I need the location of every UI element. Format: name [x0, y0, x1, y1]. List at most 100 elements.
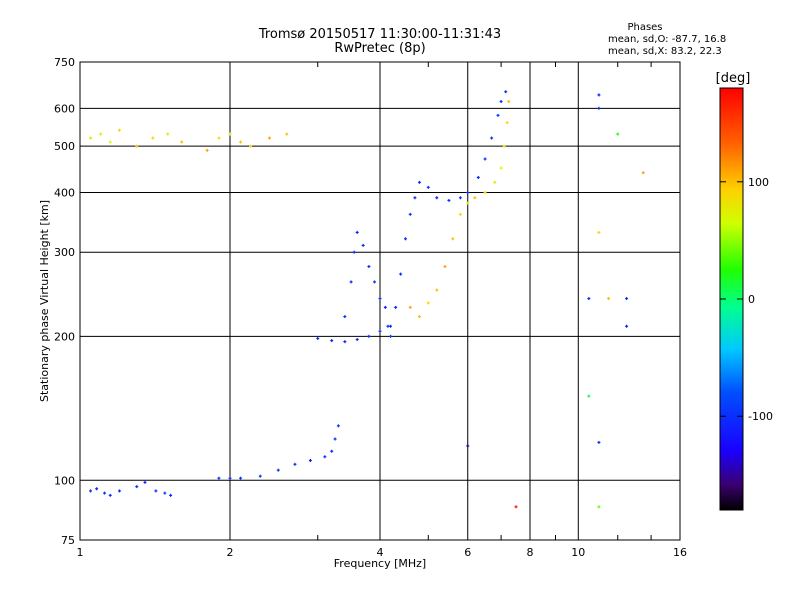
data-point [458, 212, 462, 216]
data-point [490, 136, 494, 140]
data-point [249, 144, 253, 148]
data-point [89, 136, 93, 140]
data-point [408, 212, 412, 216]
data-point [151, 136, 155, 140]
data-point [143, 480, 147, 484]
data-point [466, 201, 470, 205]
y-tick-label: 300 [54, 246, 75, 259]
data-point [597, 230, 601, 234]
data-point [616, 132, 620, 136]
data-point [483, 190, 487, 194]
data-point [451, 237, 455, 241]
data-point [502, 144, 506, 148]
data-point [276, 468, 280, 472]
data-point [499, 100, 503, 104]
data-point [389, 324, 393, 328]
data-point [95, 487, 99, 491]
data-point [343, 315, 347, 319]
data-point [641, 171, 645, 175]
data-point [507, 100, 511, 104]
data-point [89, 489, 93, 493]
data-point [323, 455, 327, 459]
data-point [330, 449, 334, 453]
data-point [169, 493, 173, 497]
data-point [514, 505, 518, 509]
data-point [386, 324, 390, 328]
data-point [504, 90, 508, 94]
data-point [403, 237, 407, 241]
data-point [426, 185, 430, 189]
data-point [330, 339, 334, 343]
data-point [343, 340, 347, 344]
data-point [378, 297, 382, 301]
data-point [99, 132, 103, 136]
colorbar-tick-label: 100 [748, 176, 769, 189]
data-point [587, 297, 591, 301]
data-point [352, 250, 356, 254]
data-point [239, 140, 243, 144]
data-point [483, 157, 487, 161]
colorbar: [deg] -100 0 100 [716, 71, 773, 511]
chart-title: Tromsø 20150517 11:30:00-11:31:43 [258, 27, 501, 42]
data-point [426, 301, 430, 305]
data-point [349, 280, 353, 284]
data-point [373, 280, 377, 284]
data-point [458, 196, 462, 200]
data-point [378, 329, 382, 333]
data-point [597, 440, 601, 444]
x-tick-label: 8 [527, 546, 534, 559]
data-point [239, 476, 243, 480]
data-point [217, 136, 221, 140]
colorbar-tick-label: 0 [748, 293, 755, 306]
data-point [597, 106, 601, 110]
data-point [505, 121, 509, 125]
stats-line-o: mean, sd,O: -87.7, 16.8 [608, 34, 726, 45]
data-point [258, 474, 262, 478]
data-point [355, 230, 359, 234]
data-point [466, 190, 470, 194]
data-point [443, 265, 447, 269]
data-point [108, 140, 112, 144]
colorbar-label: [deg] [716, 71, 751, 86]
y-axis: 75 100 200 300 400 500 600 750 [54, 56, 75, 547]
data-point [205, 148, 209, 152]
data-point [336, 424, 340, 428]
data-point [154, 489, 158, 493]
colorbar-tick-label: -100 [748, 410, 773, 423]
data-point [308, 458, 312, 462]
data-point [166, 132, 170, 136]
data-point [496, 113, 500, 117]
data-point [413, 196, 417, 200]
data-point [367, 334, 371, 338]
data-point [103, 491, 107, 495]
y-tick-label: 600 [54, 102, 75, 115]
data-point [625, 324, 629, 328]
x-tick-label: 2 [227, 546, 234, 559]
x-tick-label: 16 [673, 546, 687, 559]
data-point [447, 198, 451, 202]
data-point [108, 493, 112, 497]
data-point [355, 338, 359, 342]
data-point [408, 305, 412, 309]
data-point [389, 334, 393, 338]
data-point [597, 93, 601, 97]
data-point [285, 132, 289, 136]
stats-heading: Phases [627, 22, 662, 33]
data-point [435, 196, 439, 200]
x-tick-label: 10 [571, 546, 585, 559]
data-point [417, 180, 421, 184]
data-point [316, 336, 320, 340]
x-axis: 1 2 4 6 8 10 16 [77, 62, 687, 559]
data-point [607, 297, 611, 301]
x-tick-label: 6 [464, 546, 471, 559]
data-point [361, 243, 365, 247]
data-point [117, 128, 121, 132]
colorbar-ticks: -100 0 100 [720, 176, 773, 423]
y-axis-label: Stationary phase Virtual Height [km] [38, 200, 51, 402]
x-tick-label: 1 [77, 546, 84, 559]
grid-lines [80, 62, 680, 540]
data-point [293, 462, 297, 466]
data-point [597, 505, 601, 509]
data-point [333, 437, 337, 441]
